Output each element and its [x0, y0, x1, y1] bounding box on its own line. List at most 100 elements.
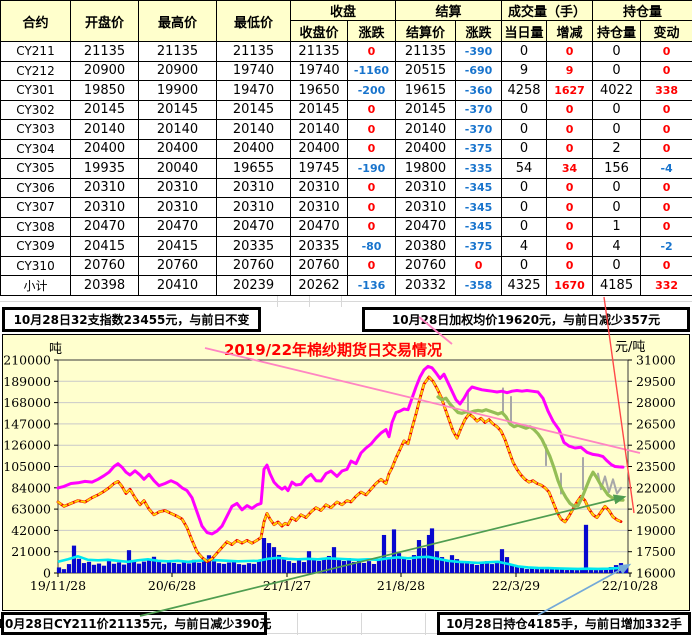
cell[interactable]: 4185	[592, 275, 642, 296]
cell[interactable]: 20310	[290, 197, 348, 218]
cell[interactable]: 0	[346, 177, 397, 198]
cell[interactable]: -690	[455, 60, 503, 81]
cell[interactable]: 20515	[395, 60, 457, 81]
cell[interactable]: 9	[501, 60, 548, 81]
cell[interactable]: 0	[592, 60, 642, 81]
cell[interactable]: 19850	[70, 80, 139, 101]
cell[interactable]: 332	[640, 275, 692, 296]
col-header-oi-chg[interactable]: 变动	[640, 20, 692, 42]
col-header-oi[interactable]: 持仓量	[592, 20, 642, 42]
cell[interactable]: 4258	[501, 80, 548, 101]
cell[interactable]: 20400	[70, 138, 139, 159]
cell[interactable]: 0	[501, 216, 548, 237]
cell[interactable]: 0	[346, 197, 397, 218]
cell[interactable]: CY212	[0, 60, 71, 81]
cell[interactable]: 0	[546, 177, 594, 198]
cell[interactable]: 0	[640, 255, 692, 276]
cell[interactable]: 0	[501, 197, 548, 218]
cell[interactable]: -335	[455, 158, 503, 179]
cell[interactable]: 20310	[138, 197, 217, 218]
cell[interactable]: 20400	[290, 138, 348, 159]
cell[interactable]: 19800	[395, 158, 457, 179]
cell[interactable]: 19740	[290, 60, 348, 81]
cell[interactable]: -200	[346, 80, 397, 101]
cell[interactable]: 20310	[395, 177, 457, 198]
cell[interactable]: 20140	[290, 119, 348, 140]
cell[interactable]: 20415	[138, 236, 217, 257]
col-header-settle[interactable]: 结算价	[395, 20, 457, 42]
cell[interactable]: 20262	[290, 275, 348, 296]
cell[interactable]: 20400	[138, 138, 217, 159]
cell[interactable]: 20140	[70, 119, 139, 140]
cell[interactable]: 0	[592, 99, 642, 120]
cell[interactable]: 20310	[290, 177, 348, 198]
cell[interactable]: 20332	[395, 275, 457, 296]
cell[interactable]: 20140	[216, 119, 291, 140]
cell[interactable]: 0	[455, 255, 503, 276]
cell[interactable]: -360	[455, 80, 503, 101]
cell[interactable]: 20145	[216, 99, 291, 120]
cell[interactable]: -345	[455, 177, 503, 198]
cell[interactable]: 0	[546, 255, 594, 276]
cell[interactable]: 20900	[138, 60, 217, 81]
cell[interactable]: CY310	[0, 255, 71, 276]
cell[interactable]: -345	[455, 216, 503, 237]
cell[interactable]: 20310	[216, 197, 291, 218]
cell[interactable]: -370	[455, 119, 503, 140]
cell[interactable]: 9	[546, 60, 594, 81]
cell[interactable]: 20900	[70, 60, 139, 81]
cell[interactable]: -136	[346, 275, 397, 296]
cell[interactable]: 20470	[290, 216, 348, 237]
cell[interactable]: 0	[546, 119, 594, 140]
cell[interactable]: 20040	[138, 158, 217, 179]
cell[interactable]: 21135	[138, 41, 217, 62]
cell[interactable]: 0	[501, 255, 548, 276]
cell[interactable]: 4022	[592, 80, 642, 101]
cell[interactable]: 0	[640, 99, 692, 120]
cell[interactable]: CY309	[0, 236, 71, 257]
cell[interactable]: -375	[455, 236, 503, 257]
cell[interactable]: 20760	[70, 255, 139, 276]
cell[interactable]: CY304	[0, 138, 71, 159]
cell[interactable]: 20145	[138, 99, 217, 120]
cell[interactable]: -1160	[346, 60, 397, 81]
cell[interactable]: 小计	[0, 275, 71, 296]
cell[interactable]: 21135	[395, 41, 457, 62]
cell[interactable]: 19615	[395, 80, 457, 101]
cell[interactable]: 20239	[216, 275, 291, 296]
cell[interactable]: CY211	[0, 41, 71, 62]
cell[interactable]: 4325	[501, 275, 548, 296]
cell[interactable]: 0	[501, 177, 548, 198]
cell[interactable]: 20415	[70, 236, 139, 257]
cell[interactable]: 20145	[290, 99, 348, 120]
cell[interactable]: 0	[346, 216, 397, 237]
cell[interactable]: 4	[501, 236, 548, 257]
cell[interactable]: 20145	[70, 99, 139, 120]
cell[interactable]: 20760	[290, 255, 348, 276]
cell[interactable]: 20760	[216, 255, 291, 276]
cell[interactable]: 156	[592, 158, 642, 179]
cell[interactable]: 19900	[138, 80, 217, 101]
col-header-open[interactable]: 开盘价	[70, 0, 139, 42]
cell[interactable]: 21135	[70, 41, 139, 62]
cell[interactable]: 20470	[138, 216, 217, 237]
cell[interactable]: 0	[501, 41, 548, 62]
cell[interactable]: 0	[592, 41, 642, 62]
cell[interactable]: 20145	[395, 99, 457, 120]
cell[interactable]: 0	[640, 119, 692, 140]
col-header-high[interactable]: 最高价	[138, 0, 217, 42]
col-header-close-chg[interactable]: 涨跌	[346, 20, 397, 42]
cell[interactable]: -4	[640, 158, 692, 179]
cell[interactable]: CY301	[0, 80, 71, 101]
cell[interactable]: 338	[640, 80, 692, 101]
cell[interactable]: 4	[592, 236, 642, 257]
cell[interactable]: 20470	[395, 216, 457, 237]
col-header-volume[interactable]: 当日量	[501, 20, 548, 42]
cell[interactable]: 0	[592, 119, 642, 140]
cell[interactable]: -370	[455, 99, 503, 120]
cell[interactable]: 21135	[216, 41, 291, 62]
col-group-settle[interactable]: 结算	[395, 0, 503, 21]
cell[interactable]: 0	[346, 99, 397, 120]
cell[interactable]: 1670	[546, 275, 594, 296]
cell[interactable]: 54	[501, 158, 548, 179]
